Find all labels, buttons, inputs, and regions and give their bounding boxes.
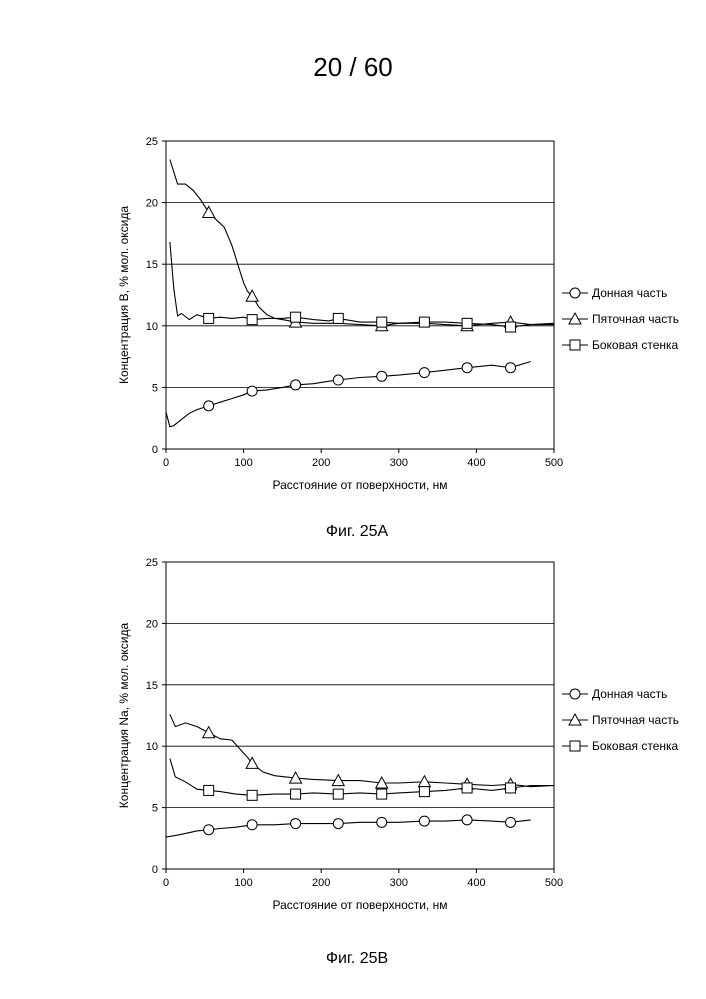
x-tick-label: 300: [390, 877, 408, 889]
data-point-triangle: [288, 771, 303, 784]
x-tick-label: 200: [312, 877, 330, 889]
data-point-square: [376, 316, 388, 328]
y-tick-label: 0: [152, 864, 158, 876]
chart-25b: 0 5 10 15 20 25 0 100 200 300 400 500 Расстояние от …: [117, 557, 679, 967]
x-tick-label: 500: [545, 877, 563, 889]
y-tick-label: 15: [146, 680, 158, 692]
legend-marker-circle: [569, 688, 581, 700]
series-line: [169, 758, 554, 796]
plot-frame: [165, 140, 555, 450]
data-point-circle: [376, 370, 388, 382]
y-tick-label: 5: [152, 382, 158, 394]
series-triangle: [169, 159, 554, 332]
data-point-circle: [461, 814, 473, 826]
series-circle: [165, 360, 531, 428]
series-line: [165, 360, 531, 428]
series-square: [169, 241, 555, 333]
x-tick-label: 100: [234, 457, 252, 469]
data-point-triangle: [245, 756, 259, 769]
data-point-circle: [246, 385, 258, 397]
series-square: [169, 758, 554, 801]
y-tick-label: 5: [152, 803, 158, 815]
legend-marker-triangle: [568, 311, 582, 325]
data-point-square: [290, 311, 302, 323]
data-point-circle: [290, 818, 302, 830]
data-point-triangle: [201, 205, 216, 218]
data-point-square: [332, 788, 344, 800]
figure-caption: Фиг. 25A: [326, 523, 389, 540]
data-point-square: [461, 782, 473, 794]
series-triangle: [169, 714, 555, 790]
series-line: [169, 241, 555, 328]
legend-label: Боковая стенка: [592, 739, 679, 753]
data-point-circle: [290, 379, 302, 391]
data-point-square: [246, 789, 258, 801]
series-circle: [165, 814, 531, 838]
legend-label: Пяточная часть: [592, 312, 679, 326]
data-point-triangle: [331, 773, 346, 787]
data-point-square: [290, 788, 302, 800]
data-point-square: [461, 317, 473, 329]
data-point-circle: [418, 367, 430, 379]
figure-caption: Фиг. 25В: [326, 950, 388, 967]
x-axis-title: Расстояние от поверхности, нм: [272, 478, 447, 492]
data-point-square: [332, 312, 344, 324]
data-point-circle: [332, 374, 344, 386]
data-point-circle: [505, 816, 517, 828]
x-tick-label: 400: [467, 877, 485, 889]
y-tick-label: 10: [146, 321, 158, 333]
y-tick-label: 25: [146, 557, 158, 569]
data-point-circle: [418, 815, 430, 827]
legend-marker-square: [569, 339, 581, 351]
legend-label: Донная часть: [592, 286, 667, 300]
data-point-square: [203, 784, 215, 796]
x-tick-label: 200: [312, 457, 330, 469]
data-point-circle: [203, 400, 215, 412]
legend-marker-triangle: [568, 712, 582, 726]
data-point-triangle: [245, 289, 259, 302]
data-point-square: [505, 321, 517, 333]
y-axis-title: Концентрация Na, % мол. оксида: [117, 623, 131, 809]
series-line: [165, 819, 531, 838]
data-point-circle: [505, 362, 517, 374]
x-tick-label: 100: [234, 877, 252, 889]
y-tick-label: 25: [146, 136, 158, 148]
y-tick-label: 20: [146, 618, 158, 630]
data-point-square: [418, 316, 430, 328]
data-point-triangle: [417, 774, 432, 788]
series-line: [169, 159, 554, 327]
x-tick-label: 400: [467, 457, 485, 469]
series-line: [169, 714, 555, 788]
legend-marker-circle: [569, 287, 581, 299]
y-tick-label: 10: [146, 741, 158, 753]
data-point-circle: [246, 819, 258, 831]
y-tick-label: 20: [146, 198, 158, 210]
y-tick-label: 15: [146, 259, 158, 271]
data-point-circle: [203, 824, 215, 836]
x-tick-label: 300: [390, 457, 408, 469]
legend-label: Донная часть: [592, 687, 667, 701]
data-point-square: [418, 786, 430, 798]
legend-marker-square: [569, 740, 581, 752]
data-point-square: [246, 314, 258, 326]
data-point-circle: [461, 362, 473, 374]
x-tick-label: 0: [163, 457, 169, 469]
legend-label: Боковая стенка: [592, 338, 679, 352]
data-point-circle: [332, 818, 344, 830]
x-tick-label: 0: [163, 877, 169, 889]
data-point-circle: [376, 816, 388, 828]
x-axis-title: Расстояние от поверхности, нм: [272, 898, 447, 912]
y-axis-title: Концентрация В, % мол. оксида: [117, 206, 131, 384]
data-point-square: [203, 312, 215, 324]
plot-frame: [165, 561, 555, 870]
data-point-triangle: [374, 775, 389, 789]
data-point-square: [505, 782, 517, 794]
data-point-square: [376, 788, 388, 800]
data-point-triangle: [201, 725, 216, 739]
y-tick-label: 0: [152, 444, 158, 456]
chart-25a: 0 5 10 15 20 25 0 100 200 300 400 500 Расстояние от …: [117, 136, 679, 540]
legend-label: Пяточная часть: [592, 713, 679, 727]
page-number: 20 / 60: [313, 52, 393, 82]
x-tick-label: 500: [545, 457, 563, 469]
